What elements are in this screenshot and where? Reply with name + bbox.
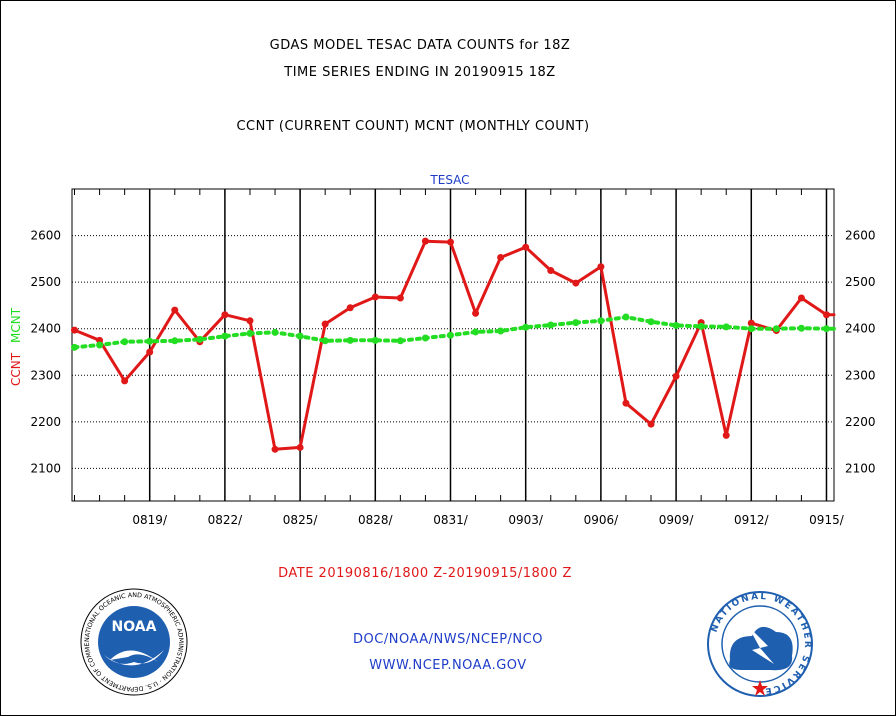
data-point-ccnt: [497, 253, 505, 261]
data-point-mcnt: [822, 325, 830, 333]
data-point-ccnt: [547, 266, 555, 274]
data-point-ccnt: [146, 348, 154, 356]
data-point-ccnt: [396, 294, 404, 302]
x-tick-label: 0819/: [132, 513, 168, 527]
y-tick-label-left: 2200: [30, 415, 61, 429]
data-point-mcnt: [246, 329, 254, 337]
data-point-ccnt: [321, 320, 329, 328]
x-tick-label: 0831/: [433, 513, 469, 527]
data-point-mcnt: [146, 337, 154, 345]
data-point-mcnt: [221, 332, 229, 340]
y-tick-label-left: 2500: [30, 275, 61, 289]
x-tick-labels: 0819/0822/0825/0828/0831/0903/0906/0909/…: [132, 513, 844, 527]
noaa-logo-text: NOAA: [112, 619, 157, 635]
nws-logo: NATIONAL WEATHER SERVICE: [707, 591, 813, 697]
y-tick-label-left: 2600: [30, 229, 61, 243]
data-point-mcnt: [296, 332, 304, 340]
data-point-ccnt: [747, 319, 755, 327]
series-line-ccnt: [73, 239, 836, 451]
data-point-ccnt: [171, 306, 179, 314]
data-point-mcnt: [597, 317, 605, 325]
y-tick-label-right: 2600: [845, 229, 876, 243]
y-tick-labels: 2100 2100 2200 2200 2300 2300 2400 2400 2500 2500…: [30, 229, 875, 476]
y-tick-label-right: 2300: [845, 368, 876, 382]
data-point-mcnt: [572, 319, 580, 327]
data-point-ccnt: [246, 317, 254, 325]
data-point-mcnt: [321, 337, 329, 345]
title-line-1: GDAS MODEL TESAC DATA COUNTS for 18Z: [269, 38, 571, 53]
data-point-ccnt: [522, 243, 530, 251]
data-point-ccnt: [121, 377, 129, 385]
x-tick-label: 0903/: [508, 513, 544, 527]
title-line-2: TIME SERIES ENDING IN 20190915 18Z: [284, 65, 556, 80]
data-point-mcnt: [472, 328, 480, 336]
data-point-mcnt: [797, 324, 805, 332]
data-point-mcnt: [672, 321, 680, 329]
data-point-mcnt: [121, 338, 129, 346]
data-point-mcnt: [421, 334, 429, 342]
data-point-mcnt: [647, 318, 655, 326]
org-website: WWW.NCEP.NOAA.GOV: [369, 658, 527, 673]
x-tick-label: 0825/: [283, 513, 319, 527]
y-tick-label-left: 2400: [30, 322, 61, 336]
data-point-ccnt: [597, 263, 605, 271]
data-point-ccnt: [622, 399, 630, 407]
data-point-mcnt: [772, 325, 780, 333]
data-point-ccnt: [421, 237, 429, 245]
data-point-mcnt: [371, 336, 379, 344]
y-axis-label-mcnt: MCNT: [9, 307, 23, 343]
data-point-ccnt: [472, 309, 480, 317]
data-point-ccnt: [822, 311, 830, 319]
data-point-mcnt: [747, 325, 755, 333]
grid: [72, 189, 834, 501]
y-tick-label-right: 2100: [845, 461, 876, 475]
y-axis-label-ccnt: CCNT: [9, 352, 23, 386]
data-point-ccnt: [371, 293, 379, 301]
y-tick-label-left: 2300: [30, 368, 61, 382]
data-point-ccnt: [346, 304, 354, 312]
series-description: CCNT (CURRENT COUNT) MCNT (MONTHLY COUNT…: [236, 119, 590, 134]
data-point-mcnt: [622, 313, 630, 321]
y-tick-label-right: 2200: [845, 415, 876, 429]
data-point-mcnt: [171, 337, 179, 345]
data-point-ccnt: [271, 445, 279, 453]
x-tick-label: 0906/: [584, 513, 620, 527]
data-point-ccnt: [572, 279, 580, 287]
data-point-ccnt: [672, 372, 680, 380]
data-point-mcnt: [697, 322, 705, 330]
data-point-mcnt: [547, 321, 555, 329]
nws-logo-cloud: [729, 626, 793, 671]
data-point-mcnt: [497, 327, 505, 335]
series-layer: [71, 237, 836, 453]
x-tick-label: 0909/: [659, 513, 695, 527]
data-point-ccnt: [446, 238, 454, 246]
data-point-mcnt: [271, 328, 279, 336]
data-point-mcnt: [96, 341, 104, 349]
data-point-ccnt: [722, 431, 730, 439]
date-range: DATE 20190816/1800 Z-20190915/1800 Z: [278, 566, 572, 581]
data-point-mcnt: [722, 323, 730, 331]
y-tick-label-left: 2100: [30, 461, 61, 475]
data-point-ccnt: [71, 326, 79, 334]
x-tick-label: 0822/: [208, 513, 244, 527]
data-point-ccnt: [647, 420, 655, 428]
x-tick-label: 0828/: [358, 513, 394, 527]
data-point-ccnt: [296, 443, 304, 451]
data-point-mcnt: [346, 336, 354, 344]
x-tick-label: 0912/: [734, 513, 770, 527]
data-point-mcnt: [396, 337, 404, 345]
data-point-mcnt: [71, 343, 79, 351]
y-tick-label-right: 2500: [845, 275, 876, 289]
data-point-ccnt: [797, 294, 805, 302]
x-tick-label: 0915/: [809, 513, 845, 527]
y-tick-label-right: 2400: [845, 322, 876, 336]
org-credit: DOC/NOAA/NWS/NCEP/NCO: [353, 632, 543, 647]
series-line-mcnt: [72, 315, 836, 350]
data-point-mcnt: [446, 331, 454, 339]
chart-title: TESAC: [429, 173, 469, 187]
data-point-mcnt: [196, 335, 204, 343]
data-point-mcnt: [522, 323, 530, 331]
data-point-ccnt: [221, 311, 229, 319]
